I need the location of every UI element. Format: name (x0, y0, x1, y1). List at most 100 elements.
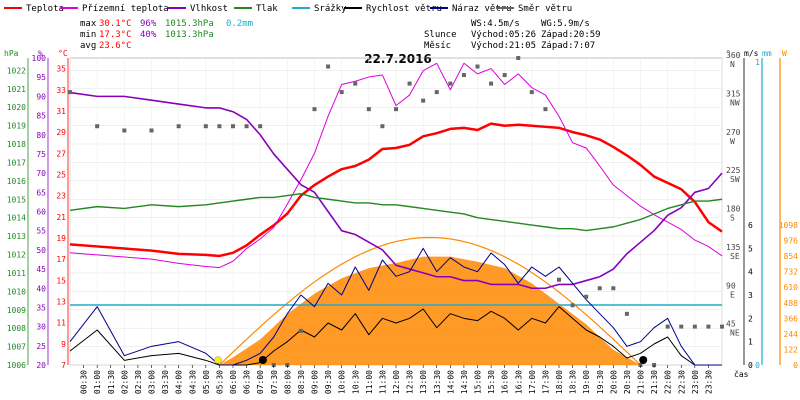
stat-moon-label: Měsíc (424, 41, 451, 51)
direction-tick-dir: SE (730, 252, 740, 261)
time-tick-label: 08:00 (283, 370, 292, 394)
wind-direction-point (529, 90, 534, 95)
wind-direction-point (421, 98, 426, 103)
stat-max-hum: 96% (140, 19, 157, 29)
humidity-tick-label: 85 (36, 112, 46, 121)
time-tick-label: 02:00 (120, 370, 129, 394)
temp-tick-label: 19 (56, 234, 66, 243)
solar-tick-label: 854 (784, 252, 799, 261)
moonrise-marker (639, 356, 648, 364)
time-tick-label: 18:00 (555, 370, 564, 394)
wind-direction-point (394, 107, 398, 112)
time-tick-label: 19:00 (582, 370, 591, 394)
time-tick-label: 20:00 (609, 370, 618, 394)
wind-direction-point (502, 73, 507, 78)
rain-tick-label: 0 (755, 361, 760, 370)
humidity-tick-label: 95 (36, 73, 46, 82)
stat-sunrise: Východ:05:26 (471, 30, 536, 40)
stat-sun-label: Slunce (424, 30, 457, 40)
humidity-tick-label: 20 (36, 361, 46, 370)
wind-direction-point (692, 324, 697, 329)
time-tick-label: 16:30 (514, 370, 523, 394)
wind-direction-point (706, 324, 711, 329)
time-tick-label: 13:30 (433, 370, 442, 394)
wind-direction-point (95, 124, 100, 129)
legend-label: Rychlost větru (366, 4, 442, 14)
humidity-tick-label: 40 (36, 284, 46, 293)
time-tick-label: 07:00 (256, 370, 265, 394)
direction-tick-label: 90 (726, 281, 736, 290)
wind-direction-point (176, 124, 181, 129)
time-tick-label: 03:00 (148, 370, 157, 394)
time-tick-label: 00:30 (80, 370, 89, 394)
axis-unit-temp: °C (58, 49, 68, 58)
time-tick-label: 23:30 (704, 370, 713, 394)
time-tick-label: 08:30 (297, 370, 306, 394)
time-tick-label: 11:30 (378, 370, 387, 394)
wind-direction-point (312, 107, 317, 112)
wind-direction-point (475, 64, 480, 69)
chart-title: 22.7.2016 (364, 52, 432, 66)
direction-tick-label: 315 (726, 89, 741, 98)
direction-tick-label: 45 (726, 320, 736, 329)
hpa-tick-label: 1016 (7, 177, 26, 186)
humidity-tick-label: 70 (36, 169, 46, 178)
temp-tick-label: 35 (56, 65, 66, 74)
axis-unit-wind: m/s (744, 49, 759, 58)
temp-tick-label: 29 (56, 128, 66, 137)
hpa-tick-label: 1007 (7, 343, 26, 352)
temp-tick-label: 15 (56, 276, 66, 285)
wind-direction-point (339, 90, 344, 95)
time-tick-label: 12:30 (406, 370, 415, 394)
time-tick-label: 23:00 (691, 370, 700, 394)
stat-moonrise: Východ:21:05 (471, 41, 536, 51)
series-line (69, 122, 723, 258)
stat-avg-temp: 23.6°C (99, 41, 132, 51)
temp-tick-label: 21 (56, 213, 66, 222)
wind-direction-point (584, 294, 589, 299)
sunrise-marker (214, 356, 222, 364)
wind-direction-point (570, 303, 575, 308)
humidity-tick-label: 100 (32, 54, 47, 63)
wind-tick-label: 3 (748, 291, 753, 300)
legend: Teplota Přízemní teplota Vlhkost Tlak Srážky… (4, 4, 572, 14)
temp-tick-label: 23 (56, 192, 66, 201)
legend-label: Přízemní teplota (82, 4, 169, 14)
time-axis: 00:30 01:00 01:30 02:00 02:30 03:00 03:30 04:00… (80, 365, 713, 394)
direction-tick-dir: SW (730, 175, 740, 184)
hpa-tick-label: 1018 (7, 140, 26, 149)
temp-tick-label: 11 (56, 319, 66, 328)
hpa-tick-label: 1011 (7, 269, 26, 278)
time-tick-label: 13:00 (419, 370, 428, 394)
temp-tick-label: 17 (56, 255, 66, 264)
time-tick-label: 10:30 (351, 370, 360, 394)
time-tick-label: 07:30 (270, 370, 279, 394)
legend-label: Náraz větru (452, 4, 512, 14)
wind-direction-point (448, 81, 453, 86)
humidity-tick-label: 55 (36, 227, 46, 236)
temp-tick-label: 27 (56, 149, 66, 158)
time-tick-label: 01:00 (93, 370, 102, 394)
humidity-tick-label: 25 (36, 342, 46, 351)
wind-direction-point (489, 81, 494, 86)
humidity-tick-label: 50 (36, 246, 46, 255)
humidity-tick-label: 75 (36, 150, 46, 159)
wind-tick-label: 0 (748, 361, 753, 370)
wind-direction-point (353, 81, 358, 86)
time-tick-label: 05:30 (215, 370, 224, 394)
hpa-tick-label: 1008 (7, 324, 26, 333)
time-tick-label: 16:00 (501, 370, 510, 394)
time-tick-label: 04:30 (188, 370, 197, 394)
time-tick-label: 15:30 (487, 370, 496, 394)
stat-min-temp: 17.3°C (99, 30, 132, 40)
wind-direction-point (326, 64, 331, 69)
wind-direction-point (720, 324, 724, 329)
time-tick-label: 09:00 (311, 370, 320, 394)
legend-label: Srážky (314, 4, 347, 14)
hpa-tick-label: 1021 (7, 85, 26, 94)
wind-tick-label: 6 (748, 221, 753, 230)
wind-direction-point (665, 324, 670, 329)
solar-tick-label: 976 (784, 237, 799, 246)
stat-wg: WG:5.9m/s (541, 19, 590, 29)
direction-tick-dir: S (730, 214, 735, 223)
